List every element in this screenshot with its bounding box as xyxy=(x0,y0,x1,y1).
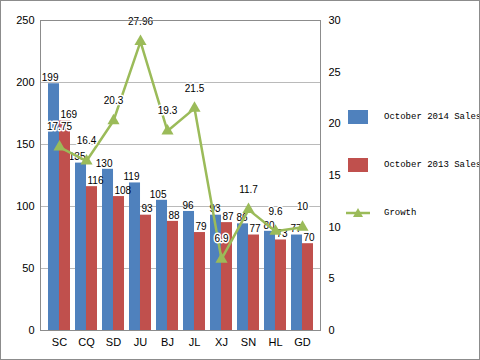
svg-text:27.96: 27.96 xyxy=(128,16,153,27)
svg-text:15: 15 xyxy=(329,169,341,181)
svg-text:SD: SD xyxy=(106,336,121,348)
svg-text:93: 93 xyxy=(142,203,154,214)
svg-text:30: 30 xyxy=(329,14,341,26)
svg-text:93: 93 xyxy=(209,203,221,215)
svg-text:105: 105 xyxy=(150,189,167,200)
svg-text:77: 77 xyxy=(250,223,262,234)
svg-text:0: 0 xyxy=(28,324,34,336)
svg-text:20: 20 xyxy=(329,117,341,129)
svg-text:70: 70 xyxy=(304,232,316,243)
svg-text:9.6: 9.6 xyxy=(269,206,283,217)
svg-text:50: 50 xyxy=(22,262,34,274)
svg-text:19.3: 19.3 xyxy=(158,105,178,116)
html-text:Growth: Growth xyxy=(384,208,417,218)
svg-text:GD: GD xyxy=(294,336,311,348)
svg-text:17.75: 17.75 xyxy=(47,121,72,132)
svg-text:86: 86 xyxy=(236,212,248,224)
svg-text:5: 5 xyxy=(329,272,335,284)
svg-text:JU: JU xyxy=(134,336,148,348)
svg-text:0: 0 xyxy=(329,324,335,336)
svg-text:HL: HL xyxy=(268,336,282,348)
svg-text:21.5: 21.5 xyxy=(185,83,205,94)
svg-text:80: 80 xyxy=(263,219,275,231)
svg-text:BJ: BJ xyxy=(161,336,174,348)
svg-text:79: 79 xyxy=(196,221,208,232)
svg-text:150: 150 xyxy=(16,138,34,150)
svg-text:16.4: 16.4 xyxy=(77,135,97,146)
svg-text:10: 10 xyxy=(297,201,309,212)
svg-text:135: 135 xyxy=(68,151,86,163)
svg-text:169: 169 xyxy=(61,109,78,120)
svg-text:119: 119 xyxy=(124,171,140,182)
svg-text:10: 10 xyxy=(329,221,341,233)
svg-text:96: 96 xyxy=(182,200,194,211)
svg-text:20.3: 20.3 xyxy=(104,95,124,106)
svg-text:25: 25 xyxy=(329,66,341,78)
svg-text:CQ: CQ xyxy=(78,336,95,348)
svg-text:11.7: 11.7 xyxy=(239,184,258,195)
svg-text:XJ: XJ xyxy=(215,336,228,348)
svg-text:88: 88 xyxy=(169,210,181,221)
svg-text:6.9: 6.9 xyxy=(215,233,229,244)
svg-text:100: 100 xyxy=(16,200,34,212)
svg-text:108: 108 xyxy=(115,185,132,196)
svg-text:199: 199 xyxy=(42,72,59,83)
svg-text:JL: JL xyxy=(189,336,201,348)
svg-text:130: 130 xyxy=(96,158,113,169)
svg-text:87: 87 xyxy=(223,211,235,222)
svg-text:SN: SN xyxy=(241,336,256,348)
svg-text:SC: SC xyxy=(52,336,67,348)
svg-text:116: 116 xyxy=(88,175,104,186)
svg-text:200: 200 xyxy=(16,76,34,88)
svg-text:250: 250 xyxy=(16,14,34,26)
